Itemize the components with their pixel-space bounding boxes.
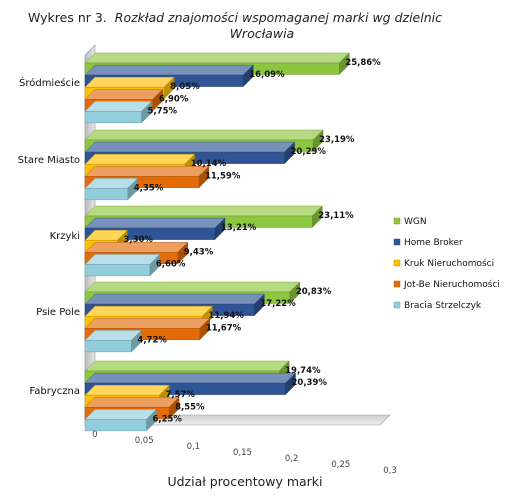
bar-krzyki-bracia-strzelczyk [85, 254, 160, 276]
x-tick-label: 0,2 [285, 454, 299, 464]
category-label-fabryczna: Fabryczna [29, 386, 80, 397]
legend-swatch [394, 281, 400, 287]
svg-text:Wykres nr 3. Rozkład zna: Wykres nr 3. Rozkład znajomości wspomaga… [28, 10, 442, 25]
x-axis-title: Udział procentowy marki [167, 474, 322, 489]
data-label-krzyki-bracia-strzelczyk: 6,60% [156, 259, 186, 269]
legend: WGN Home Broker Kruk Nieruchomości Jot-Be N… [394, 217, 500, 311]
data-label-krzyki-wgn: 23,11% [318, 211, 354, 221]
data-label-srodmiescie-home-broker: 16,09% [249, 70, 285, 80]
data-label-krzyki-jot-be-nieruchomosci: 9,43% [184, 247, 214, 257]
chart-title: Wykres nr 3. Rozkład znajomości wspomaga… [28, 10, 442, 41]
data-label-stare-miasto-wgn: 23,19% [319, 135, 355, 145]
data-label-stare-miasto-bracia-strzelczyk: 4,35% [134, 183, 164, 193]
data-label-stare-miasto-jot-be-nieruchomosci: 11,59% [205, 171, 241, 181]
data-label-fabryczna-wgn: 19,74% [285, 366, 321, 376]
data-label-krzyki-home-broker: 13,21% [221, 223, 257, 233]
x-tick-label: 0,15 [233, 448, 252, 458]
data-label-stare-miasto-kruk-nieruchomosci: 10,14% [191, 159, 227, 169]
data-label-srodmiescie-wgn: 25,86% [345, 58, 381, 68]
bar-stare-miasto-bracia-strzelczyk [85, 178, 138, 200]
x-tick-label: 0,25 [331, 460, 350, 470]
category-label-psie-pole: Psie Pole [36, 307, 80, 318]
legend-label: Home Broker [404, 238, 463, 248]
legend-label: Kruk Nieruchomości [404, 258, 494, 269]
category-label-srodmiescie: Śródmieście [19, 76, 80, 89]
legend-item-jot-be-nieruchomosci: Jot-Be Nieruchomości [394, 279, 500, 290]
category-label-krzyki: Krzyki [50, 231, 80, 242]
bar-fabryczna-bracia-strzelczyk [85, 409, 156, 431]
bar-srodmiescie-bracia-strzelczyk [85, 101, 152, 123]
legend-swatch [394, 302, 400, 308]
legend-label: Jot-Be Nieruchomości [403, 279, 500, 290]
data-label-psie-pole-jot-be-nieruchomosci: 11,67% [206, 323, 242, 333]
chart-title-line1: Rozkład znajomości wspomaganej marki wg … [115, 10, 442, 25]
chart-title-prefix: Wykres nr 3. [28, 10, 107, 25]
data-label-fabryczna-kruk-nieruchomosci: 7,57% [165, 390, 195, 400]
data-label-psie-pole-bracia-strzelczyk: 4,72% [137, 335, 167, 345]
category-label-stare-miasto: Stare Miasto [18, 155, 80, 166]
legend-label: WGN [404, 217, 427, 227]
legend-item-wgn: WGN [394, 217, 427, 227]
chart-title-line2: Wrocławia [230, 26, 294, 41]
legend-swatch [394, 239, 400, 245]
x-tick-group: 0 0,05 0,1 0,15 0,2 0,25 0,3 [92, 430, 396, 476]
data-label-psie-pole-kruk-nieruchomosci: 11,94% [208, 311, 244, 321]
legend-swatch [394, 260, 400, 266]
data-label-krzyki-kruk-nieruchomosci: 3,30% [123, 235, 153, 245]
data-label-stare-miasto-home-broker: 20,29% [291, 147, 327, 157]
data-label-psie-pole-home-broker: 17,22% [260, 299, 296, 309]
legend-item-kruk-nieruchomosci: Kruk Nieruchomości [394, 258, 494, 269]
legend-item-bracia-strzelczyk: Bracia Strzelczyk [394, 301, 482, 311]
x-tick-label: 0,1 [187, 442, 201, 452]
legend-item-home-broker: Home Broker [394, 238, 463, 248]
x-tick-label: 0,3 [383, 466, 397, 476]
data-label-fabryczna-home-broker: 20,39% [292, 378, 328, 388]
data-label-srodmiescie-bracia-strzelczyk: 5,75% [148, 106, 178, 116]
data-label-srodmiescie-jot-be-nieruchomosci: 6,90% [159, 94, 189, 104]
data-label-fabryczna-jot-be-nieruchomosci: 8,55% [175, 402, 205, 412]
legend-label: Bracia Strzelczyk [404, 301, 482, 311]
category-label-group: Śródmieście Stare Miasto Krzyki Psie Pole Fa… [18, 76, 80, 397]
bar-psie-pole-bracia-strzelczyk [85, 330, 141, 352]
legend-swatch [394, 218, 400, 224]
data-label-fabryczna-bracia-strzelczyk: 6,25% [152, 414, 182, 424]
data-label-psie-pole-wgn: 20,83% [296, 287, 332, 297]
x-tick-label: 0,05 [135, 436, 154, 446]
data-label-srodmiescie-kruk-nieruchomosci: 8,05% [170, 82, 200, 92]
x-tick-label: 0 [92, 430, 97, 440]
